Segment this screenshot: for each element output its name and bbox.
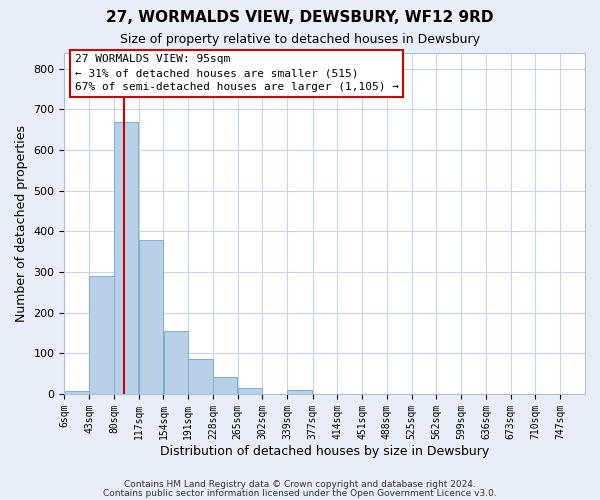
Bar	[114, 122, 139, 394]
Text: Contains public sector information licensed under the Open Government Licence v3: Contains public sector information licen…	[103, 488, 497, 498]
Bar	[213, 377, 238, 394]
Y-axis label: Number of detached properties: Number of detached properties	[15, 124, 28, 322]
Bar	[65, 390, 89, 394]
Bar	[287, 390, 312, 394]
Bar	[89, 276, 113, 394]
Text: 27, WORMALDS VIEW, DEWSBURY, WF12 9RD: 27, WORMALDS VIEW, DEWSBURY, WF12 9RD	[106, 10, 494, 25]
Bar	[188, 360, 212, 394]
Bar	[139, 240, 163, 394]
Text: Contains HM Land Registry data © Crown copyright and database right 2024.: Contains HM Land Registry data © Crown c…	[124, 480, 476, 489]
X-axis label: Distribution of detached houses by size in Dewsbury: Distribution of detached houses by size …	[160, 444, 490, 458]
Bar	[164, 331, 188, 394]
Bar	[238, 388, 262, 394]
Text: Size of property relative to detached houses in Dewsbury: Size of property relative to detached ho…	[120, 32, 480, 46]
Text: 27 WORMALDS VIEW: 95sqm
← 31% of detached houses are smaller (515)
67% of semi-d: 27 WORMALDS VIEW: 95sqm ← 31% of detache…	[75, 54, 399, 92]
